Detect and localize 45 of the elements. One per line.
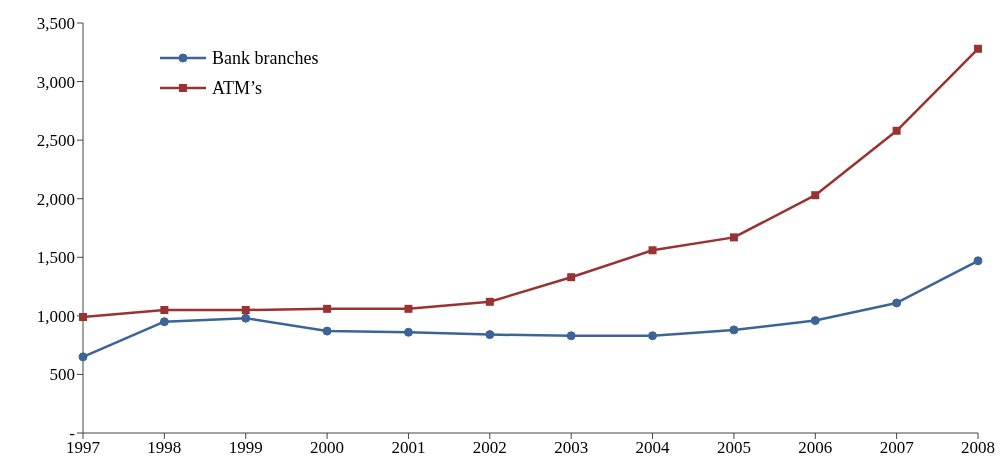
point [485, 297, 494, 306]
legend-label: Bank branches [212, 47, 319, 70]
y-tick-label: 1,000 [36, 306, 75, 326]
x-tick-label: 2005 [716, 438, 751, 458]
point [160, 306, 169, 314]
x-tick-label: 2004 [635, 438, 671, 458]
point [403, 327, 413, 337]
x-tick-label: 2007 [879, 438, 915, 458]
point [78, 352, 88, 362]
point [404, 304, 413, 313]
point [810, 316, 820, 326]
y-tick-label: 3,500 [36, 14, 75, 34]
x-tick-label: 1998 [147, 438, 182, 458]
y-tick-label: 2,000 [36, 189, 75, 209]
point [241, 313, 251, 323]
point [973, 256, 983, 266]
point [241, 306, 250, 314]
y-tick-label: 2,500 [36, 131, 75, 151]
x-tick-label: 2001 [391, 438, 426, 458]
point [729, 233, 738, 242]
point [567, 273, 576, 282]
point [648, 246, 657, 255]
x-tick-label: 2002 [472, 438, 507, 458]
x-tick-label: 1999 [228, 438, 263, 458]
point [892, 126, 901, 135]
point [892, 298, 902, 308]
legend-label: ATM’s [212, 77, 263, 100]
point [79, 313, 87, 322]
y-tick-label: 500 [49, 365, 75, 385]
x-tick-label: 2003 [554, 438, 589, 458]
x-tick-label: 2008 [961, 438, 995, 458]
point [566, 331, 576, 341]
point [159, 317, 169, 327]
x-tick-label: 2006 [798, 438, 833, 458]
point [485, 330, 495, 340]
y-tick-label: 1,500 [36, 248, 75, 268]
point [323, 304, 332, 313]
point [729, 325, 739, 335]
point [974, 44, 982, 53]
y-tick-label: 3,000 [36, 72, 75, 92]
point [322, 326, 332, 336]
x-tick-label: 2000 [310, 438, 345, 458]
point [811, 191, 820, 200]
x-tick-label: 1997 [66, 438, 101, 458]
point [648, 331, 658, 341]
